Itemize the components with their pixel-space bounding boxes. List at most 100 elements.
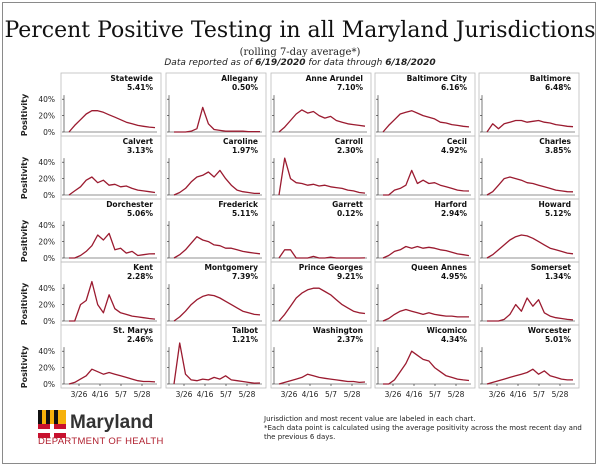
panel-border [60, 324, 162, 389]
x-tick-label: 5/7 [533, 390, 545, 399]
series-name: Talbot [232, 326, 258, 335]
x-tick-label: 5/28 [344, 390, 361, 399]
series-line [486, 176, 574, 196]
x-tick-label: 4/16 [92, 390, 109, 399]
latest-value: 5.01% [545, 335, 572, 344]
series-name: Washington [313, 326, 363, 335]
y-axis-label: Positivity [20, 345, 29, 388]
latest-value: 1.21% [232, 335, 259, 344]
series-line [173, 342, 261, 385]
series-name: Carroll [335, 137, 363, 146]
series-name: Worcester [528, 326, 572, 335]
y-tick-label: 40% [38, 158, 55, 167]
x-tick-label: 5/7 [115, 390, 127, 399]
latest-value: 6.16% [441, 83, 468, 92]
latest-value: 1.97% [232, 146, 259, 155]
latest-value: 4.92% [441, 146, 468, 155]
x-tick-label: 4/16 [510, 390, 527, 399]
latest-value: 3.85% [545, 146, 572, 155]
latest-value: 2.46% [127, 335, 154, 344]
footnote-line-1: Jurisdiction and most recent value are l… [264, 415, 476, 423]
y-axis-label: Positivity [20, 282, 29, 325]
series-name: Wicomico [427, 326, 467, 335]
panel-border [374, 324, 476, 389]
y-axis-label: Positivity [20, 219, 29, 262]
latest-value: 1.34% [545, 272, 572, 281]
page-title: Percent Positive Testing in all Maryland… [4, 18, 596, 43]
y-tick-label: 40% [38, 347, 55, 356]
series-line [174, 106, 260, 133]
series-line [173, 236, 261, 259]
series-name: Howard [539, 200, 572, 209]
latest-value: 2.37% [337, 335, 364, 344]
series-name: Charles [539, 137, 571, 146]
x-tick-label: 3/26 [71, 390, 88, 399]
panel-border [165, 324, 267, 389]
x-tick-label: 3/26 [281, 390, 298, 399]
latest-value: 2.30% [337, 146, 364, 155]
y-tick-label: 0% [43, 254, 55, 263]
series-line [278, 109, 366, 133]
series-name: Caroline [223, 137, 258, 146]
series-name: Garrett [332, 200, 363, 209]
latest-value: 2.28% [127, 272, 154, 281]
series-line [69, 232, 156, 259]
series-name: Queen Annes [411, 263, 467, 272]
footnote-line-2: *Each data point is calculated using the… [264, 424, 582, 441]
series-name: Calvert [123, 137, 154, 146]
latest-value: 7.10% [337, 83, 364, 92]
latest-value: 7.39% [232, 272, 259, 281]
series-name: Dorchester [106, 200, 153, 209]
series-line [383, 169, 470, 196]
maryland-flag-logo [38, 410, 66, 438]
y-tick-label: 0% [43, 380, 55, 389]
series-line [69, 280, 156, 322]
series-name: Kent [133, 263, 153, 272]
latest-value: 0.50% [232, 83, 259, 92]
series-line [68, 368, 156, 385]
series-name: Somerset [531, 263, 572, 272]
x-tick-label: 4/16 [406, 390, 423, 399]
x-tick-label: 3/26 [489, 390, 506, 399]
x-tick-label: 5/28 [134, 390, 151, 399]
latest-value: 0.12% [337, 209, 364, 218]
series-line [173, 294, 261, 322]
x-tick-label: 5/28 [239, 390, 256, 399]
series-line [382, 308, 469, 322]
series-name: Cecil [447, 137, 467, 146]
latest-value: 6.48% [545, 83, 572, 92]
series-line [68, 176, 156, 196]
panel-border [270, 324, 372, 389]
x-tick-label: 5/28 [448, 390, 465, 399]
series-name: St. Marys [113, 326, 154, 335]
series-line [173, 169, 260, 196]
series-line [68, 110, 156, 133]
x-tick-label: 5/7 [325, 390, 337, 399]
series-line [486, 368, 573, 385]
series-line [278, 249, 366, 259]
y-axis-label: Positivity [20, 93, 29, 136]
y-tick-label: 40% [38, 95, 55, 104]
series-line [486, 234, 574, 259]
